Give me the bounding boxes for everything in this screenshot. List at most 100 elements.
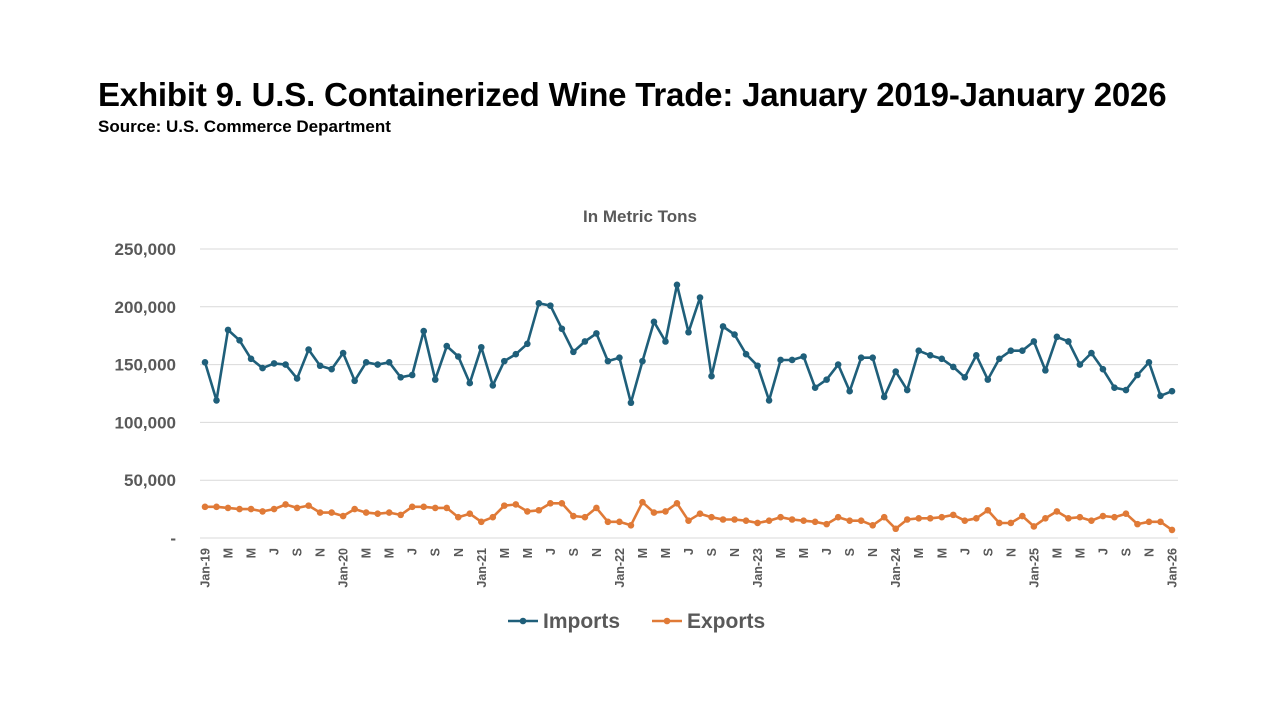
x-tick-label: M — [498, 548, 512, 558]
imports-point — [811, 384, 819, 392]
x-tick-label: N — [452, 548, 466, 557]
exports-point — [512, 501, 520, 508]
imports-point — [765, 397, 773, 404]
legend[interactable]: Imports Exports — [508, 610, 765, 633]
x-tick-label: S — [843, 548, 857, 556]
exports-point — [1042, 515, 1049, 522]
exports-point — [581, 513, 589, 521]
exports-point — [1053, 508, 1061, 515]
x-tick-label: M — [245, 548, 259, 558]
series-layer — [201, 281, 1176, 534]
x-tick-label: S — [981, 548, 995, 556]
imports-point — [938, 355, 946, 363]
imports-point — [1134, 371, 1141, 379]
exports-point — [915, 515, 923, 522]
imports-point — [1099, 365, 1107, 373]
x-tick-label: S — [567, 548, 581, 556]
imports-point — [535, 300, 543, 307]
imports-point — [650, 318, 658, 326]
exports-point — [501, 502, 508, 509]
imports-point — [408, 371, 416, 379]
imports-point — [639, 357, 646, 365]
x-tick-label: M — [774, 548, 788, 558]
imports-point — [454, 353, 462, 360]
exports-point — [351, 505, 358, 513]
imports-point — [385, 358, 393, 366]
exports-point — [685, 517, 692, 524]
imports-point — [731, 331, 738, 338]
x-tick-label: M — [1073, 548, 1087, 558]
x-tick-label: N — [1004, 548, 1018, 557]
imports-point — [282, 361, 289, 368]
x-tick-label: M — [912, 548, 926, 558]
exports-point — [823, 520, 830, 528]
exports-point — [362, 509, 370, 516]
x-tick-label: N — [590, 548, 604, 557]
x-tick-label: M — [360, 548, 374, 558]
imports-point — [293, 375, 301, 382]
x-tick-label: N — [728, 548, 742, 557]
legend-item-exports[interactable]: Exports — [652, 610, 765, 633]
x-tick-label: M — [797, 548, 811, 558]
imports-point — [719, 323, 727, 330]
imports-point — [961, 374, 969, 381]
exports-point — [961, 517, 969, 524]
x-tick-label: S — [429, 548, 443, 556]
imports-point — [996, 355, 1003, 363]
imports-point — [984, 376, 992, 383]
exports-point — [385, 509, 393, 516]
legend-item-imports[interactable]: Imports — [508, 610, 620, 633]
imports-point — [742, 350, 750, 358]
x-tick-label: M — [659, 548, 673, 558]
exports-point — [1168, 526, 1176, 534]
grid — [200, 248, 1178, 539]
chart-source: Source: U.S. Commerce Department — [98, 117, 391, 136]
imports-point — [489, 382, 497, 389]
imports-point — [328, 365, 335, 373]
x-tick-label: M — [222, 548, 236, 558]
exports-point — [639, 498, 646, 506]
imports-point — [420, 327, 428, 335]
exports-point — [489, 513, 497, 521]
exports-point — [293, 504, 301, 512]
imports-point — [501, 357, 508, 365]
imports-point — [903, 386, 911, 394]
exports-point — [938, 513, 946, 521]
exports-point — [339, 512, 347, 520]
exports-point — [535, 506, 543, 514]
y-axis: - 50,000 100,000 150,000 200,000 250,000 — [115, 240, 176, 548]
exports-point — [719, 516, 727, 523]
imports-point — [593, 330, 600, 337]
imports-point — [1042, 367, 1049, 374]
imports-point — [1122, 386, 1130, 394]
imports-point — [926, 352, 934, 359]
imports-point — [339, 349, 347, 357]
imports-point — [270, 360, 278, 367]
exports-point — [1088, 517, 1095, 524]
exports-point — [800, 517, 807, 524]
exports-point — [408, 503, 416, 511]
imports-point — [754, 362, 761, 370]
exports-point — [1030, 523, 1038, 530]
legend-label: Imports — [543, 610, 620, 633]
imports-point — [374, 361, 381, 368]
exports-point — [834, 513, 842, 521]
exports-point — [903, 516, 911, 523]
imports-point — [880, 393, 888, 401]
imports-point — [201, 358, 209, 366]
exports-line — [205, 500, 1173, 531]
x-tick-label: M — [521, 548, 535, 558]
exports-point — [708, 513, 715, 521]
exports-point — [201, 503, 209, 511]
x-tick-label: S — [291, 548, 305, 556]
x-tick-label: Jan-26 — [1166, 548, 1180, 588]
imports-point — [1065, 338, 1072, 345]
x-tick-label: J — [820, 548, 834, 555]
exports-point — [857, 517, 865, 524]
x-tick-label: Jan-24 — [889, 548, 903, 588]
imports-point — [431, 376, 439, 383]
imports-point — [397, 374, 405, 381]
x-tick-label: Jan-20 — [337, 548, 351, 588]
exports-point — [880, 513, 888, 521]
exports-point — [996, 519, 1003, 527]
